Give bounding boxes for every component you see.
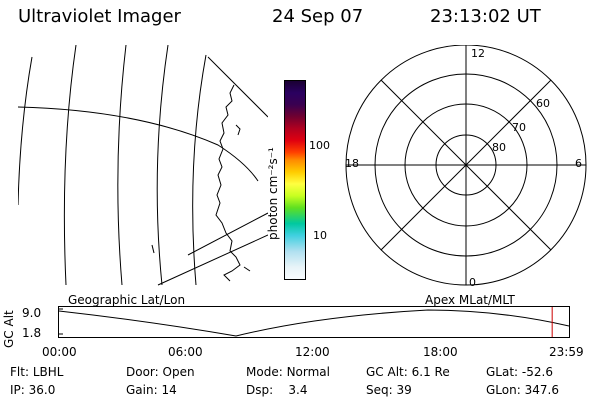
status-mode: Mode: Normal	[246, 365, 330, 379]
grid-line	[18, 56, 33, 206]
grid-line	[207, 56, 268, 118]
geographic-grid-label: Geographic Lat/Lon	[68, 293, 186, 307]
mlt-label-midnight: 0	[469, 276, 476, 289]
altitude-max-label: 9.0	[22, 306, 42, 320]
timeline-frame	[58, 306, 570, 338]
status-dsp: Dsp: 3.4	[246, 383, 308, 397]
grid-line	[117, 45, 127, 286]
island	[243, 266, 251, 272]
colorbar-label: photon cm⁻²s⁻¹	[266, 147, 280, 240]
lat-label-70: 70	[512, 121, 526, 134]
colorbar-tick-label: 10	[313, 229, 327, 242]
altitude-timeline	[58, 306, 570, 338]
grid-line	[187, 212, 268, 256]
status-gain: Gain: 14	[126, 383, 177, 397]
mlt-label-dusk: 18	[345, 157, 359, 170]
instrument-title: Ultraviolet Imager	[18, 6, 181, 27]
coastline	[235, 124, 241, 136]
altitude-curve	[58, 309, 570, 337]
status-glat: GLat: -52.6	[486, 365, 553, 379]
lat-label-80: 80	[492, 141, 506, 154]
grid-line	[192, 54, 207, 286]
lat-label-60: 60	[536, 97, 550, 110]
time-tick-label: 12:00	[295, 345, 330, 359]
grid-line	[63, 45, 77, 286]
status-filter: Flt: LBHL	[10, 365, 64, 379]
colorbar	[284, 80, 306, 280]
mlt-line	[380, 79, 552, 251]
grid-line	[18, 106, 259, 182]
polar-plot	[345, 45, 587, 286]
status-gc-alt: GC Alt: 6.1 Re	[366, 365, 450, 379]
status-door: Door: Open	[126, 365, 195, 379]
altitude-min-label: 1.8	[22, 326, 42, 340]
coastline	[215, 84, 241, 282]
time-tick-label: 06:00	[168, 345, 203, 359]
mlt-label-dawn: 6	[575, 157, 582, 170]
geographic-map	[18, 45, 268, 286]
time-tick-label: 18:00	[423, 345, 458, 359]
altitude-axis-label: GC Alt	[2, 310, 16, 348]
colorbar-tick-label: 100	[309, 139, 330, 152]
apex-grid-label: Apex MLat/MLT	[425, 293, 515, 307]
grid-line	[156, 45, 169, 286]
status-ip: IP: 36.0	[10, 383, 56, 397]
mlt-label-noon: 12	[471, 47, 485, 60]
time-tick-label: 00:00	[42, 345, 77, 359]
island	[151, 244, 155, 254]
status-seq: Seq: 39	[366, 383, 412, 397]
date-label: 24 Sep 07	[272, 6, 364, 27]
status-glon: GLon: 347.6	[486, 383, 559, 397]
time-label: 23:13:02 UT	[430, 6, 541, 27]
time-tick-label: 23:59	[549, 345, 584, 359]
grid-line	[157, 234, 268, 286]
